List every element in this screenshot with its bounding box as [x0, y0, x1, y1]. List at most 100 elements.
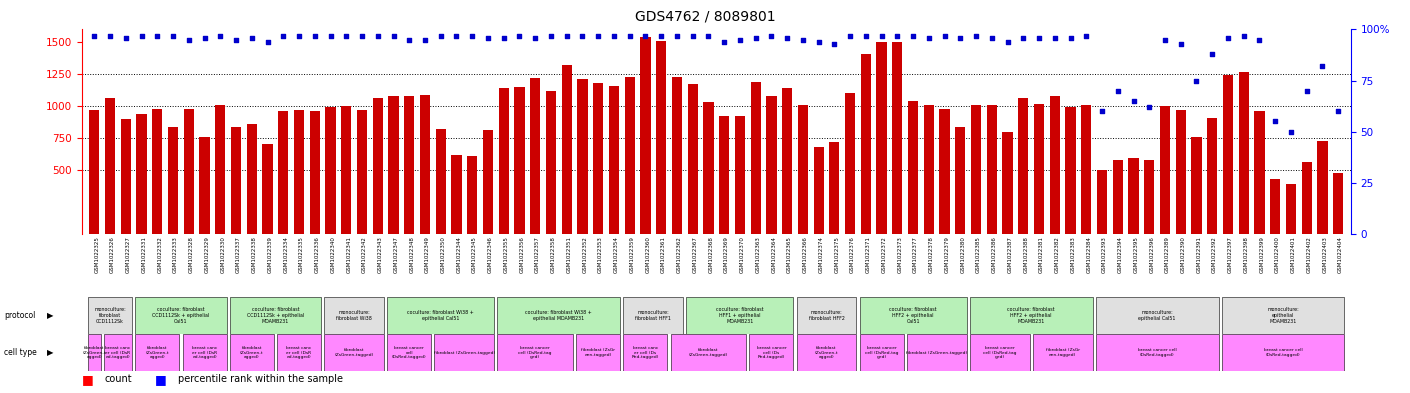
Text: GSM1022346: GSM1022346	[488, 236, 493, 273]
Text: cell type: cell type	[4, 348, 37, 357]
Bar	[324, 297, 384, 334]
Bar	[357, 110, 367, 234]
Text: GSM1022394: GSM1022394	[1118, 236, 1122, 273]
Text: monoculture:
epithelial
MDAMB231: monoculture: epithelial MDAMB231	[1268, 307, 1299, 324]
Point	[477, 35, 499, 41]
Text: GSM1022367: GSM1022367	[692, 236, 698, 273]
Text: GSM1022380: GSM1022380	[960, 236, 966, 273]
Point	[1074, 33, 1097, 39]
Point	[367, 33, 389, 39]
Point	[791, 37, 814, 43]
Text: coculture: fibroblast
HFF2 + epithelial
Cal51: coculture: fibroblast HFF2 + epithelial …	[890, 307, 936, 324]
Text: GSM1022378: GSM1022378	[929, 236, 933, 273]
Bar	[1018, 98, 1028, 234]
Point	[776, 35, 798, 41]
Point	[619, 33, 642, 39]
Bar	[326, 107, 336, 234]
Bar	[907, 334, 967, 371]
Bar	[939, 108, 950, 234]
Text: GSM1022335: GSM1022335	[299, 236, 305, 273]
Point	[1296, 88, 1318, 94]
Point	[130, 33, 152, 39]
Text: GSM1022362: GSM1022362	[677, 236, 682, 273]
Bar	[121, 119, 131, 234]
Text: GSM1022373: GSM1022373	[897, 236, 902, 273]
Point	[461, 33, 484, 39]
Bar	[1160, 106, 1170, 234]
Point	[99, 33, 121, 39]
Point	[1012, 35, 1035, 41]
Text: GDS4762 / 8089801: GDS4762 / 8089801	[634, 10, 776, 24]
Text: GSM1022341: GSM1022341	[347, 236, 351, 273]
Bar	[1081, 105, 1091, 234]
Bar	[1032, 334, 1093, 371]
Bar	[372, 98, 384, 234]
Bar	[1222, 75, 1234, 234]
Text: GSM1022361: GSM1022361	[661, 236, 666, 273]
Text: GSM1022351: GSM1022351	[567, 236, 571, 273]
Bar	[104, 334, 133, 371]
Bar	[135, 334, 179, 371]
Point	[902, 33, 925, 39]
Text: GSM1022327: GSM1022327	[125, 236, 131, 273]
Point	[949, 35, 971, 41]
Text: coculture: fibroblast
HFF1 + epithelial
MDAMB231: coculture: fibroblast HFF1 + epithelial …	[716, 307, 764, 324]
Point	[823, 40, 846, 47]
Text: breast canc
er cell (DsR
ed-tagged): breast canc er cell (DsR ed-tagged)	[192, 346, 217, 359]
Text: fibroblast
(ZsGreen-tagged): fibroblast (ZsGreen-tagged)	[688, 349, 728, 357]
Text: GSM1022354: GSM1022354	[613, 236, 619, 273]
Text: GSM1022391: GSM1022391	[1197, 236, 1201, 273]
Point	[147, 33, 169, 39]
Point	[1280, 129, 1303, 135]
Text: GSM1022344: GSM1022344	[457, 236, 461, 273]
Text: breast canc
er cell (DsR
ed-tagged): breast canc er cell (DsR ed-tagged)	[286, 346, 312, 359]
Point	[540, 33, 563, 39]
Text: GSM1022358: GSM1022358	[551, 236, 556, 273]
Text: GSM1022368: GSM1022368	[708, 236, 713, 273]
Point	[1186, 77, 1208, 84]
Bar	[656, 41, 667, 234]
Text: fibroblast
(ZsGreen-t
agged): fibroblast (ZsGreen-t agged)	[240, 346, 264, 359]
Text: GSM1022347: GSM1022347	[393, 236, 399, 273]
Point	[918, 35, 940, 41]
Bar	[970, 297, 1093, 334]
Text: breast cancer
cell (DsRed-tag
ged): breast cancer cell (DsRed-tag ged)	[983, 346, 1017, 359]
Point	[839, 33, 862, 39]
Text: GSM1022389: GSM1022389	[1165, 236, 1170, 273]
Text: coculture: fibroblast Wi38 +
epithelial Cal51: coculture: fibroblast Wi38 + epithelial …	[407, 310, 474, 321]
Bar	[687, 297, 794, 334]
Text: GSM1022333: GSM1022333	[173, 236, 178, 273]
Bar	[482, 130, 493, 234]
Bar	[231, 127, 241, 234]
Text: GSM1022329: GSM1022329	[204, 236, 210, 273]
Bar	[1144, 160, 1155, 234]
Bar	[87, 334, 100, 371]
Bar	[324, 334, 384, 371]
Bar	[987, 105, 997, 234]
Text: GSM1022377: GSM1022377	[914, 236, 918, 273]
Point	[319, 33, 341, 39]
Point	[114, 35, 137, 41]
Point	[602, 33, 625, 39]
Bar	[388, 334, 431, 371]
Text: GSM1022382: GSM1022382	[1055, 236, 1060, 273]
Point	[257, 39, 279, 45]
Text: GSM1022356: GSM1022356	[519, 236, 525, 273]
Point	[556, 33, 578, 39]
Bar	[860, 334, 904, 371]
Bar	[671, 334, 746, 371]
Bar	[623, 334, 667, 371]
Point	[224, 37, 247, 43]
Text: GSM1022355: GSM1022355	[503, 236, 509, 273]
Point	[713, 39, 736, 45]
Point	[178, 37, 200, 43]
Bar	[783, 88, 792, 234]
Point	[760, 33, 783, 39]
Text: monoculture:
fibroblast HFF2: monoculture: fibroblast HFF2	[808, 310, 845, 321]
Bar	[293, 110, 305, 234]
Text: GSM1022343: GSM1022343	[378, 236, 382, 273]
Text: coculture: fibroblast Wi38 +
epithelial MDAMB231: coculture: fibroblast Wi38 + epithelial …	[526, 310, 592, 321]
Point	[681, 33, 704, 39]
Bar	[908, 101, 918, 234]
Text: breast cancer cell
(DsRed-tagged): breast cancer cell (DsRed-tagged)	[1263, 349, 1303, 357]
